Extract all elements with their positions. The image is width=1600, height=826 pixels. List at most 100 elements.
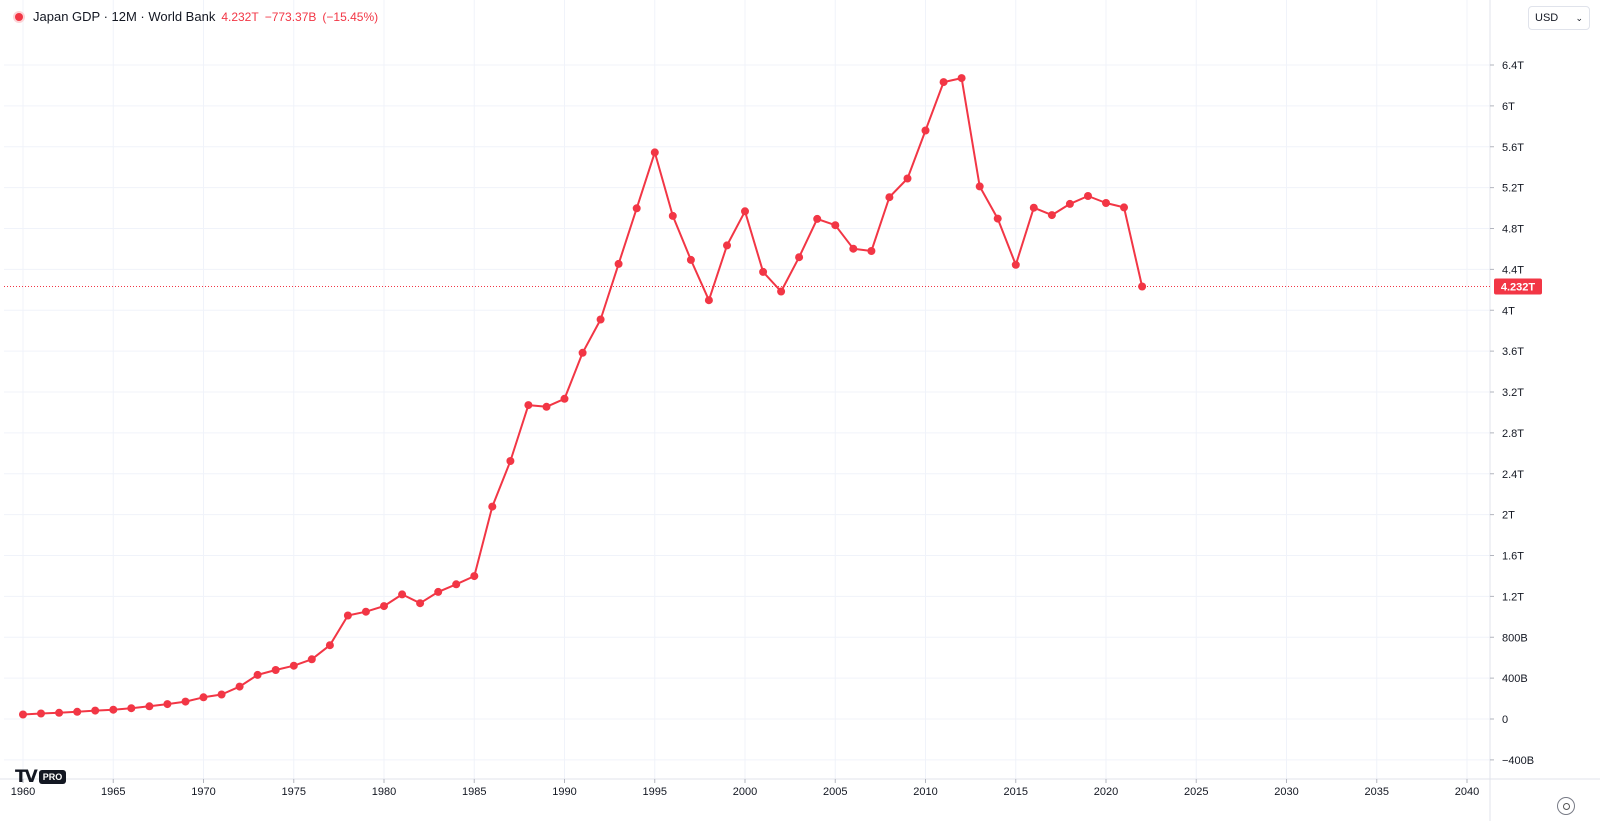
data-point [325, 641, 334, 650]
data-point [289, 661, 298, 670]
data-point [614, 259, 623, 268]
data-point [416, 599, 425, 608]
y-tick-label: 3.6T [1502, 346, 1524, 358]
data-point [55, 708, 64, 717]
data-point [524, 401, 533, 410]
data-point [91, 706, 100, 715]
x-tick-label: 2035 [1365, 786, 1389, 798]
data-point [217, 690, 226, 699]
data-point [704, 296, 713, 305]
data-point [398, 590, 407, 599]
last-price-layer: 4.232T [4, 278, 1542, 295]
data-point [235, 682, 244, 691]
data-point [777, 287, 786, 296]
grid-lines [4, 0, 1490, 779]
data-point [199, 693, 208, 702]
last-value: 4.232T [221, 9, 259, 24]
tradingview-logo[interactable]: TV PRO [15, 767, 67, 787]
data-point [361, 607, 370, 616]
data-point [867, 247, 876, 255]
pro-badge: PRO [38, 770, 67, 784]
y-tick-label: 400B [1502, 673, 1528, 685]
x-tick-label: 2010 [913, 786, 937, 798]
data-point [73, 707, 82, 716]
data-point [849, 244, 858, 253]
last-price-label: 4.232T [1501, 282, 1536, 294]
x-tick-label: 2025 [1184, 786, 1208, 798]
data-point [686, 255, 695, 264]
data-point [37, 709, 45, 718]
x-tick-label: 1965 [101, 786, 125, 798]
x-tick-label: 2030 [1274, 786, 1298, 798]
data-point [668, 211, 677, 220]
gear-icon[interactable] [1557, 797, 1575, 815]
chevron-down-icon: ⌄ [1575, 12, 1583, 23]
data-point [181, 697, 190, 706]
x-tick-label: 2005 [823, 786, 847, 798]
data-point [632, 204, 641, 213]
data-point [885, 193, 894, 202]
last-price-badge [1494, 278, 1542, 295]
currency-select[interactable]: USD ⌄ [1528, 6, 1590, 30]
data-point [542, 402, 551, 411]
data-point [452, 580, 461, 589]
y-tick-label: 4.4T [1502, 264, 1524, 276]
data-point [434, 587, 443, 596]
data-point [759, 267, 768, 276]
series-line [19, 74, 1147, 719]
x-tick-label: 1980 [372, 786, 396, 798]
y-tick-label: 5.6T [1502, 142, 1524, 154]
y-tick-label: 800B [1502, 632, 1528, 644]
y-tick-label: 4T [1502, 305, 1515, 317]
series-title[interactable]: Japan GDP · 12M · World Bank [33, 9, 216, 24]
x-tick-label: 2015 [1004, 786, 1028, 798]
data-point [1029, 203, 1038, 212]
data-point [1047, 211, 1056, 220]
x-tick-label: 2040 [1455, 786, 1479, 798]
data-point [957, 74, 966, 83]
y-tick-label: −400B [1502, 755, 1534, 767]
data-point [271, 666, 280, 674]
y-tick-label: 6T [1502, 101, 1515, 113]
data-point [596, 315, 605, 324]
data-point [650, 148, 659, 157]
x-tick-label: 1995 [643, 786, 667, 798]
data-point [903, 174, 912, 183]
y-tick-label: 2.8T [1502, 428, 1524, 440]
data-point [488, 502, 497, 511]
data-point [109, 705, 118, 714]
data-point [380, 602, 388, 611]
data-point [1011, 260, 1020, 269]
data-point [307, 655, 316, 664]
y-tick-label: 4.8T [1502, 224, 1524, 236]
data-point [939, 78, 948, 87]
y-tick-label: 2T [1502, 510, 1515, 522]
data-point [470, 572, 479, 581]
y-tick-label: 3.2T [1502, 387, 1524, 399]
data-point [741, 207, 749, 216]
x-tick-label: 1985 [462, 786, 486, 798]
data-point [253, 670, 262, 679]
y-tick-label: 0 [1502, 714, 1508, 726]
data-point [506, 457, 515, 465]
x-tick-label: 2020 [1094, 786, 1118, 798]
data-point [560, 394, 569, 403]
data-point [993, 214, 1002, 223]
y-tick-label: 1.6T [1502, 551, 1524, 563]
data-point [1102, 199, 1110, 207]
y-tick-label: 5.2T [1502, 183, 1524, 195]
tv-logo-icon: TV [15, 767, 38, 787]
series-path [22, 77, 1144, 716]
data-point [343, 611, 352, 620]
data-point [1138, 282, 1147, 291]
data-point [1120, 203, 1128, 212]
data-point [145, 702, 154, 711]
series-dot-icon [15, 12, 23, 21]
data-point [127, 704, 136, 713]
y-tick-label: 2.4T [1502, 469, 1524, 481]
data-point [1084, 192, 1092, 200]
data-point [578, 348, 587, 357]
